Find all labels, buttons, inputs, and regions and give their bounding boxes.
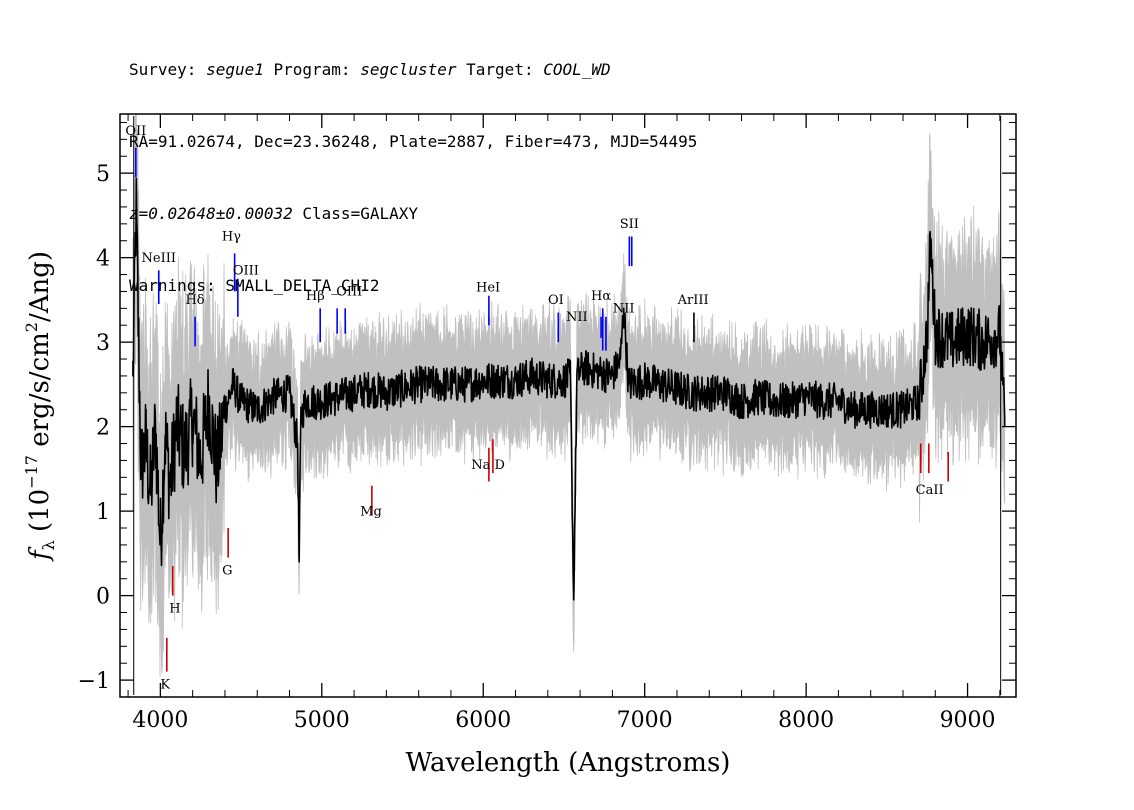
header-line-redshift: z=0.02648±0.00032 Class=GALAXY [129,202,697,226]
plot-frame [119,113,1017,698]
y-tick-label: 4 [96,247,110,272]
flux-series [132,177,1006,601]
y-tick-label: 2 [96,416,110,441]
emission-line-label: OII [125,124,146,139]
y-tick-label: −1 [78,669,110,694]
header-line-coordinates: RA=91.02674, Dec=23.36248, Plate=2887, F… [129,132,698,151]
x-tick-label: 6000 [455,708,511,733]
absorption-line-label: CaII [916,483,944,498]
emission-line-label: Hα [591,289,611,304]
survey-value: segue1 [206,60,264,79]
emission-line-label: NII [566,310,588,325]
emission-line-label: Hγ [222,230,241,245]
absorption-line-label: G [222,563,232,578]
program-value: segcluster [360,60,457,79]
target-value: COOL_WD [543,60,611,79]
emission-line-label: SII [620,217,639,232]
absorption-line-label: K [160,678,170,693]
error-band [132,113,1006,678]
header-line-survey: Survey: segue1 Program: segcluster Targe… [129,60,611,79]
absorption-line-label: Mg [360,504,382,519]
emission-line-label: OI [548,293,564,308]
y-tick-label: 3 [96,331,110,356]
absorption-line-label: H [169,602,180,617]
emission-line-label: ArIII [677,293,709,308]
spectrum-header: Survey: segue1 Program: segcluster Targe… [129,10,697,322]
y-tick-label: 5 [96,162,110,187]
emission-line-label: OIII [233,264,259,279]
redshift-value: z=0.02648±0.00032 [129,204,293,223]
absorption-line-label: Na D [471,458,505,473]
emission-line-label: Hβ [306,289,325,304]
x-tick-label: 7000 [617,708,673,733]
y-tick-label: 1 [96,500,110,525]
error-band-area [132,113,1006,678]
x-tick-label: 5000 [294,708,350,733]
y-axis-title: fλ (10−17 erg/s/cm2/Ang) [22,251,58,562]
x-axis-title: Wavelength (Angstroms) [406,748,731,778]
header-line-warnings: Warnings: SMALL_DELTA_CHI2 [129,276,380,295]
axis-ticks: 4000 5000 6000 7000 8000 9000 −1 0 1 2 3 4 5 [78,114,1016,733]
x-tick-label: 4000 [132,708,188,733]
sky-markers [133,116,1002,695]
class-value: Class=GALAXY [292,204,418,223]
emission-line-label: NeIII [142,251,176,266]
emission-line-label: NII [613,302,635,317]
y-tick-label: 0 [96,585,110,610]
emission-line-label: OIII [336,285,362,300]
x-tick-label: 8000 [778,708,834,733]
emission-line-label: HeI [476,280,500,295]
emission-line-label: Hδ [185,293,204,308]
flux-line [132,177,1006,601]
x-tick-label: 9000 [940,708,996,733]
